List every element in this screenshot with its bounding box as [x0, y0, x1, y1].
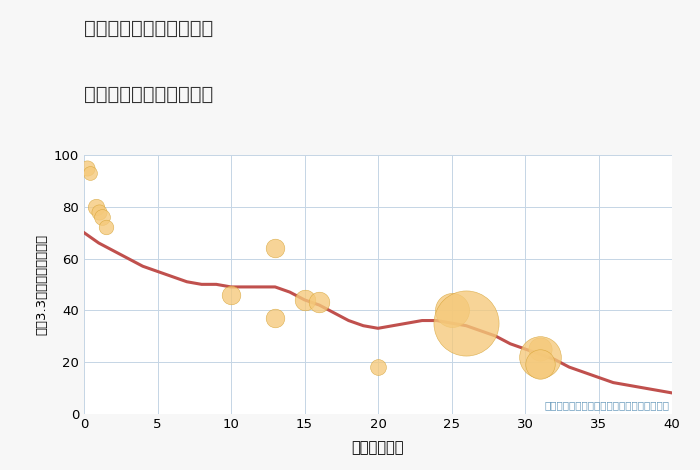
Point: [299, 296, 310, 304]
Point: [314, 299, 325, 306]
Point: [96, 213, 107, 221]
Text: 築年数別中古戸建て価格: 築年数別中古戸建て価格: [84, 85, 214, 103]
Point: [270, 244, 281, 252]
Point: [446, 306, 457, 314]
Point: [534, 353, 545, 360]
Text: 円の大きさは、取引のあった物件面積を示す: 円の大きさは、取引のあった物件面積を示す: [544, 400, 669, 410]
Y-axis label: 坪（3.3㎡）単価（万円）: 坪（3.3㎡）単価（万円）: [35, 234, 48, 335]
Point: [461, 320, 472, 327]
Text: 福岡県筑紫野市阿志岐の: 福岡県筑紫野市阿志岐の: [84, 19, 214, 38]
Point: [372, 363, 384, 371]
Point: [93, 208, 104, 216]
X-axis label: 築年数（年）: 築年数（年）: [351, 440, 405, 455]
Point: [81, 164, 92, 172]
Point: [90, 203, 101, 211]
Point: [534, 361, 545, 368]
Point: [270, 314, 281, 321]
Point: [101, 224, 112, 231]
Point: [225, 291, 237, 298]
Point: [534, 345, 545, 352]
Point: [84, 169, 95, 177]
